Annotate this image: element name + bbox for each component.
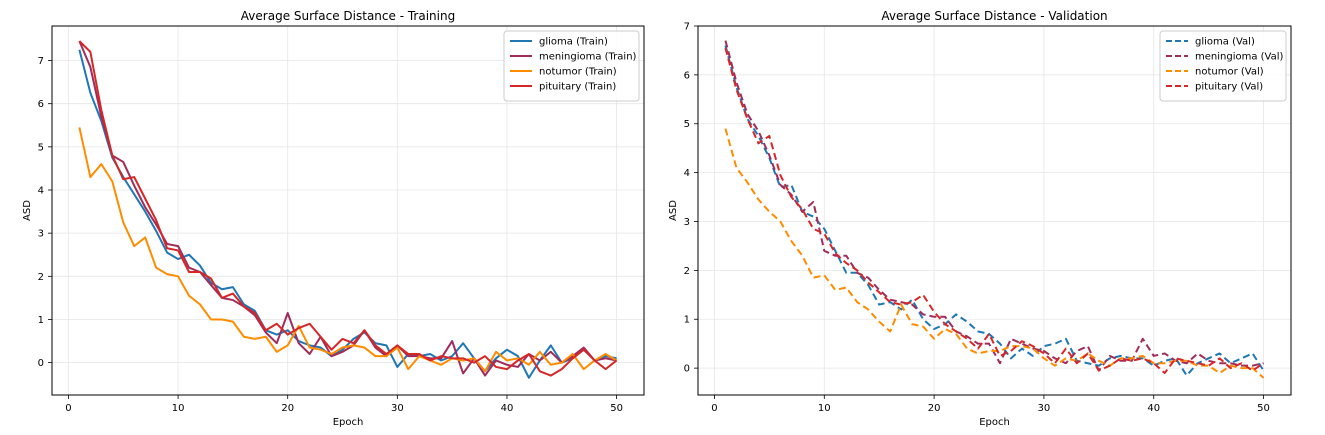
legend-box <box>503 30 640 102</box>
y-tick-label: 3 <box>38 229 44 240</box>
legend-entry: pituitary (Val) <box>1195 82 1263 93</box>
legend: glioma (Val) meningioma (Val) notumor (Val… <box>1159 30 1287 102</box>
x-tick-label: 20 <box>281 403 294 414</box>
y-tick-label: 2 <box>38 272 44 283</box>
y-tick-label: 0 <box>684 364 690 375</box>
chart-2: 0 10 20 30 40 50 0 1 2 3 4 5 6 7 Average Surface Dista… <box>668 9 1292 428</box>
legend-entry: meningioma (Val) <box>1195 52 1284 63</box>
series-line-notumor <box>724 128 1265 379</box>
x-tick-label: 10 <box>172 403 185 414</box>
x-tick-label: 40 <box>1147 403 1160 414</box>
y-tick-label: 1 <box>38 315 44 326</box>
legend-entry: pituitary (Train) <box>539 82 616 93</box>
y-tick-label: 6 <box>38 99 44 110</box>
x-axis-label: Epoch <box>979 417 1010 428</box>
legend-box <box>1159 30 1287 102</box>
chart-title: Average Surface Distance - Validation <box>881 9 1107 23</box>
x-tick-label: 50 <box>1257 403 1270 414</box>
y-tick-label: 5 <box>38 142 44 153</box>
y-tick-label: 4 <box>38 186 44 197</box>
y-axis-label: ASD <box>22 200 33 221</box>
x-tick-label: 50 <box>610 403 623 414</box>
y-tick-label: 6 <box>684 70 690 81</box>
series-line-glioma <box>78 49 617 379</box>
legend: glioma (Train) meningioma (Train) notumor … <box>503 30 640 102</box>
plot-frame <box>697 25 1292 396</box>
legend-entry: meningioma (Train) <box>539 52 637 63</box>
y-tick-label: 4 <box>684 168 690 179</box>
legend-entry: notumor (Train) <box>539 67 617 78</box>
x-axis-label: Epoch <box>333 417 364 428</box>
x-tick-label: 30 <box>1038 403 1051 414</box>
y-tick-label: 7 <box>38 56 44 67</box>
series-line-pituitary <box>724 47 1265 375</box>
y-tick-label: 7 <box>684 22 690 33</box>
y-tick-label: 1 <box>684 315 690 326</box>
series-lines <box>78 40 618 379</box>
y-tick-label: 0 <box>38 358 44 369</box>
y-tick-label: 2 <box>684 266 690 277</box>
y-tick-label: 3 <box>684 217 690 228</box>
series-line-pituitary <box>78 40 618 377</box>
y-axis-label: ASD <box>668 200 679 221</box>
chart-title: Average Surface Distance - Training <box>241 9 455 23</box>
y-tick-label: 5 <box>684 119 690 130</box>
series-line-notumor <box>78 127 618 373</box>
legend-entry: notumor (Val) <box>1195 67 1264 78</box>
x-tick-label: 0 <box>711 403 717 414</box>
chart-1: 0 10 20 30 40 50 0 1 2 3 4 5 6 7 Average Surface Dista… <box>22 9 645 428</box>
x-tick-label: 10 <box>818 403 831 414</box>
series-lines <box>724 40 1265 379</box>
x-tick-label: 0 <box>65 403 71 414</box>
x-tick-label: 30 <box>391 403 404 414</box>
grid <box>698 25 1291 395</box>
series-line-meningioma <box>724 40 1264 372</box>
legend-entry: glioma (Val) <box>1195 37 1255 48</box>
x-tick-label: 20 <box>928 403 941 414</box>
plot-frame <box>51 25 645 396</box>
legend-entry: glioma (Train) <box>539 37 608 48</box>
x-tick-label: 40 <box>501 403 514 414</box>
